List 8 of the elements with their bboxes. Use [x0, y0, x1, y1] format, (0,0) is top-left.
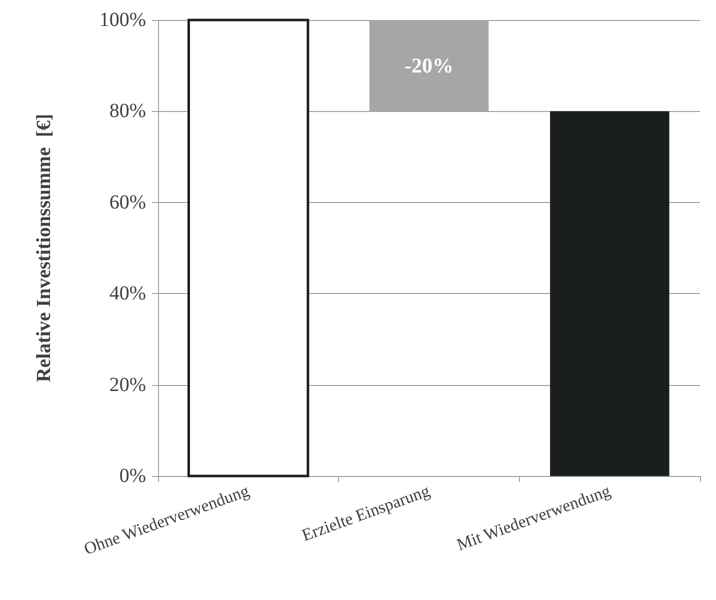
y-tick-label: 80% [109, 100, 146, 122]
y-tick-label: 60% [109, 191, 146, 214]
y-tick-label: 100% [99, 9, 146, 31]
y-tick-label: 40% [109, 282, 146, 305]
data-label: -20% [404, 54, 454, 78]
y-tick-label: 20% [109, 374, 146, 396]
y-tick-label: 0% [119, 465, 146, 487]
y-axis-title: Relative Investitionssumme [€] [33, 114, 55, 382]
